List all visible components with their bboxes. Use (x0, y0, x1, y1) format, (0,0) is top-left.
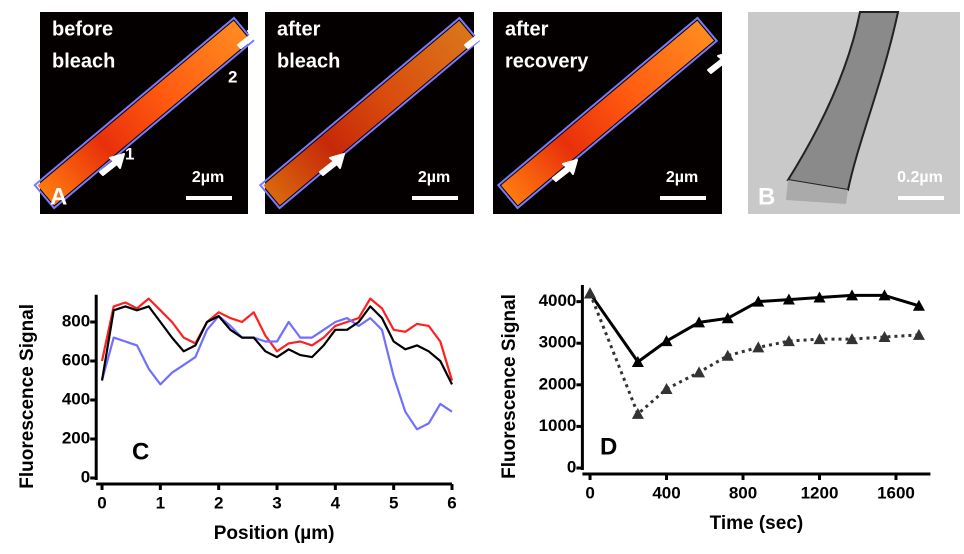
marker (660, 335, 673, 347)
marker (846, 333, 859, 345)
y-axis-label: Fluorescence Signal (499, 294, 520, 479)
x-tick-label: 3 (272, 493, 281, 512)
arrow (707, 51, 733, 74)
caption: bleach (52, 50, 115, 72)
x-axis-label: Position (µm) (214, 523, 335, 544)
filament (496, 16, 719, 210)
y-tick-label: 600 (62, 350, 90, 369)
scale-label: 2µm (666, 169, 698, 186)
caption: before (52, 18, 113, 40)
x-axis-label: Time (sec) (710, 513, 804, 534)
series-line (100, 297, 454, 381)
y-tick-label: 2000 (539, 374, 577, 393)
series-line (100, 305, 453, 385)
marker (752, 295, 765, 307)
arrow (552, 159, 578, 182)
series-line (100, 315, 453, 431)
x-tick-label: 4 (331, 493, 341, 512)
x-tick-label: 0 (97, 493, 106, 512)
marker (846, 289, 859, 301)
arrow (319, 153, 345, 176)
x-tick-label: 0 (585, 483, 594, 502)
y-tick-label: 0 (81, 467, 90, 486)
x-tick-label: 1200 (801, 483, 839, 502)
roi-box (33, 16, 255, 210)
y-axis-label: Fluorescence Signal (17, 304, 38, 489)
marker (878, 289, 891, 301)
y-tick-label: 3000 (539, 333, 577, 352)
scale-label: 2µm (192, 169, 224, 186)
marker (721, 349, 734, 361)
x-tick-label: 6 (447, 493, 456, 512)
tube-end (786, 180, 848, 204)
series-line (588, 292, 919, 416)
marker (912, 328, 925, 340)
filament (33, 16, 255, 210)
caption: after (505, 18, 549, 40)
fluorescent-tube (263, 20, 476, 206)
panel-letter: A (50, 183, 67, 210)
x-tick-label: 800 (729, 483, 757, 502)
marker (912, 299, 925, 311)
caption: recovery (505, 50, 589, 72)
marker (752, 341, 765, 353)
fluorescent-tube (37, 20, 251, 206)
arrow-label: 1 (125, 144, 134, 163)
marker (584, 287, 597, 299)
y-tick-label: 800 (62, 311, 90, 330)
tube (786, 11, 900, 192)
x-tick-label: 5 (389, 493, 398, 512)
marker (660, 382, 673, 394)
marker (813, 291, 826, 303)
x-tick-label: 1 (156, 493, 165, 512)
scale-label: 2µm (418, 169, 450, 186)
panel-letter: B (758, 183, 775, 210)
y-tick-label: 400 (62, 389, 90, 408)
marker (813, 333, 826, 345)
x-tick-label: 1600 (877, 483, 915, 502)
marker (721, 312, 734, 324)
panel-letter: D (600, 433, 617, 460)
caption: bleach (277, 50, 340, 72)
scale-label: 0.2µm (897, 169, 943, 186)
filament (258, 16, 481, 210)
y-tick-label: 0 (567, 457, 576, 476)
y-tick-label: 4000 (539, 291, 577, 310)
caption: after (277, 18, 321, 40)
marker (782, 293, 795, 305)
fluorescent-tube (501, 20, 714, 206)
marker (878, 330, 891, 342)
arrow (237, 26, 263, 49)
arrow (464, 26, 490, 49)
marker (693, 316, 706, 328)
marker (631, 407, 644, 419)
arrow (99, 153, 125, 176)
panel-letter: C (132, 438, 149, 465)
marker (693, 366, 706, 378)
marker (631, 355, 644, 367)
arrow-label: 2 (228, 67, 237, 86)
y-tick-label: 200 (62, 428, 90, 447)
y-tick-label: 1000 (539, 416, 577, 435)
roi-box (496, 16, 719, 210)
x-tick-label: 2 (214, 493, 223, 512)
x-tick-label: 400 (652, 483, 680, 502)
marker (782, 335, 795, 347)
roi-box (258, 16, 481, 210)
